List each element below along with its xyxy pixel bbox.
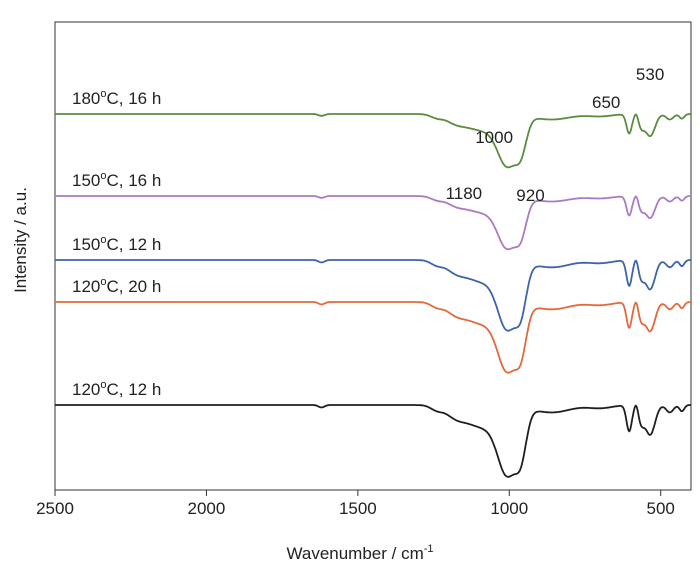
series-label: 150oC, 16 h (72, 170, 161, 190)
x-axis-label-sup: -1 (424, 543, 434, 555)
series-label: 180oC, 16 h (72, 88, 161, 108)
x-axis-label: Wavenumber / cm-1 (286, 543, 433, 563)
peak-annotation: 920 (516, 186, 544, 205)
x-tick-label: 500 (647, 499, 675, 518)
peak-annotation: 1180 (446, 184, 483, 203)
y-axis-label: Intensity / a.u. (11, 187, 30, 293)
series-line (55, 259, 691, 332)
x-tick-label: 2500 (36, 499, 74, 518)
peak-annotation: 530 (636, 65, 664, 84)
peak-annotation: 650 (592, 93, 620, 112)
x-tick-label: 2000 (188, 499, 226, 518)
series-line (55, 195, 691, 251)
x-tick-label: 1500 (339, 499, 377, 518)
annotation-layer: 530 650 1000 1180 920 (446, 65, 665, 205)
x-tick-layer: 2500 2000 1500 1000 500 (36, 490, 675, 518)
series-label: 120oC, 12 h (72, 379, 161, 399)
series-layer: 180oC, 16 h 150oC, 16 h 150oC, 12 h 120oC, … (55, 88, 691, 478)
peak-annotation: 1000 (475, 128, 513, 147)
plot-frame (54, 21, 692, 491)
series-line (55, 113, 691, 169)
x-tick-label: 1000 (490, 499, 528, 518)
series-label: 150oC, 12 h (72, 234, 161, 254)
series-line (55, 301, 691, 374)
series-line (55, 404, 691, 478)
series-label: 120oC, 20 h (72, 276, 161, 296)
